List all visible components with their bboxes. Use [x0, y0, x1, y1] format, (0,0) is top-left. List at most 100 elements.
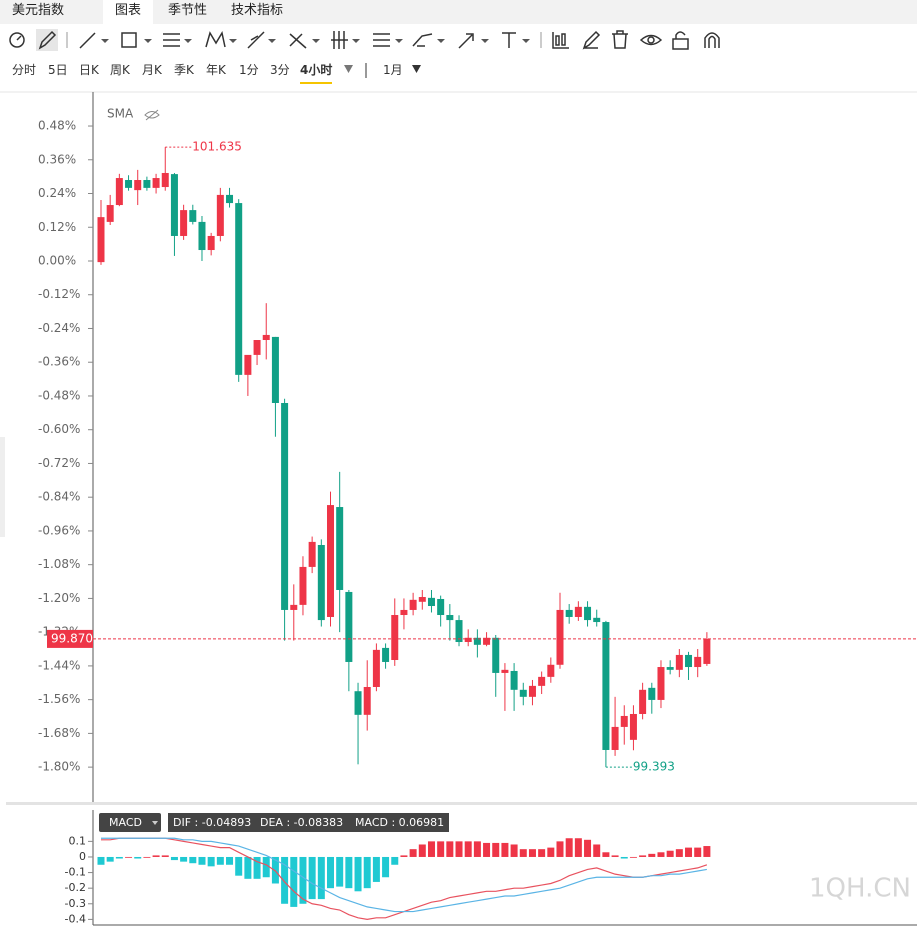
candle-body — [584, 606, 592, 621]
macd-bar — [620, 856, 628, 859]
y-tick-label: -0.3 — [65, 897, 86, 910]
y-tick-label: 0.12% — [38, 220, 76, 234]
candle-body — [290, 604, 298, 610]
macd-bar — [271, 856, 279, 884]
candle-body — [666, 667, 674, 670]
tool-icon[interactable] — [704, 32, 720, 48]
tab[interactable]: 图表 — [103, 0, 154, 24]
macd-selector[interactable] — [99, 813, 161, 832]
tab[interactable]: 季节性 — [168, 3, 208, 18]
candle-body — [611, 726, 619, 750]
y-tick-label: -0.12% — [38, 287, 80, 301]
macd-bar — [97, 856, 105, 865]
y-tick-label: -1.68% — [38, 726, 80, 740]
macd-bar — [556, 841, 564, 857]
macd-bar — [115, 856, 123, 859]
macd-line — [101, 837, 708, 920]
candle-body — [125, 180, 133, 188]
tool-icon[interactable] — [9, 32, 25, 48]
period-button[interactable]: 3分 — [270, 63, 290, 77]
candle-body — [161, 172, 169, 188]
macd-bar — [372, 856, 380, 882]
y-tick-label: -0.84% — [38, 490, 80, 504]
y-tick-label: -0.60% — [38, 422, 80, 436]
macd-bar — [281, 856, 289, 904]
period-button[interactable]: 5日 — [48, 63, 68, 77]
tool-icon[interactable] — [247, 31, 276, 49]
candle-body — [170, 174, 178, 236]
tab-bar: 美元指数 图表 季节性 技术指标 — [0, 0, 917, 24]
macd-bar — [418, 844, 426, 857]
y-tick-label: -1.20% — [38, 591, 80, 605]
tool-icon[interactable] — [289, 33, 320, 49]
y-tick-label: 0 — [79, 850, 86, 863]
macd-bar — [666, 850, 674, 857]
period-button[interactable]: 年K — [206, 63, 226, 77]
candle-body — [327, 505, 334, 617]
candle-body — [501, 669, 509, 673]
macd-bar — [473, 841, 481, 857]
indicator-label: SMA — [107, 107, 134, 121]
candle-body — [198, 221, 206, 251]
candle-body — [281, 402, 289, 610]
period-button[interactable]: 日K — [79, 63, 99, 77]
tool-icon[interactable] — [412, 33, 445, 47]
tool-icon[interactable] — [205, 30, 237, 48]
tool-icon[interactable] — [79, 32, 109, 49]
macd-bar — [327, 856, 334, 889]
candle-body — [437, 598, 445, 616]
macd-bar — [602, 852, 610, 857]
candle-body — [189, 210, 197, 222]
side-handle[interactable] — [0, 437, 5, 537]
macd-bar — [253, 856, 261, 879]
tool-icon[interactable] — [331, 31, 360, 49]
macd-bar — [317, 856, 325, 900]
macd-bar — [629, 856, 637, 858]
tool-icon[interactable] — [639, 34, 663, 46]
tool-icon[interactable] — [582, 30, 601, 50]
candle-body — [262, 334, 270, 341]
period-button[interactable]: 1月 — [383, 63, 403, 77]
candle-body — [207, 235, 215, 251]
tool-icon[interactable] — [672, 31, 689, 50]
period-button[interactable]: 4小时 — [300, 58, 333, 84]
period-button[interactable]: 月K — [142, 63, 162, 77]
candle-body — [409, 599, 417, 610]
candle-body — [244, 354, 252, 375]
dropdown-arrow — [152, 821, 158, 825]
candle-body — [483, 637, 491, 645]
tab[interactable]: 美元指数 — [12, 3, 65, 18]
period-button[interactable]: 季K — [174, 63, 194, 77]
tool-icon[interactable] — [36, 29, 58, 51]
tool-icon[interactable] — [373, 33, 403, 47]
y-tick-label: -1.08% — [38, 557, 80, 571]
macd-selector-label: MACD — [109, 816, 142, 829]
macd-bar — [703, 846, 711, 857]
macd-bar — [657, 852, 665, 857]
candle-body — [648, 687, 656, 700]
macd-bar — [446, 841, 454, 857]
period-button[interactable]: 1分 — [239, 63, 259, 77]
period-button[interactable]: 周K — [110, 63, 130, 77]
visibility-icon[interactable] — [144, 109, 160, 121]
macd-bar — [391, 856, 399, 865]
candle-body — [97, 217, 105, 263]
tool-icon[interactable] — [502, 32, 530, 48]
macd-bar — [455, 841, 463, 857]
candle-body — [510, 670, 518, 690]
tool-icon[interactable] — [163, 33, 192, 47]
candle-body — [317, 544, 325, 621]
macd-bar — [152, 855, 160, 857]
tool-icon[interactable] — [552, 32, 569, 49]
tool-icon[interactable] — [458, 33, 489, 49]
candle-body — [372, 649, 380, 687]
tool-icon[interactable] — [612, 30, 628, 49]
macd-bar — [134, 856, 142, 859]
tab[interactable]: 技术指标 — [231, 3, 284, 18]
y-tick-label: -0.4 — [65, 912, 86, 925]
macd-bar — [170, 856, 178, 861]
tool-icon[interactable] — [121, 32, 152, 48]
candle-body — [556, 609, 564, 665]
macd-bar — [198, 856, 206, 865]
period-button[interactable]: 分时 — [12, 63, 37, 77]
